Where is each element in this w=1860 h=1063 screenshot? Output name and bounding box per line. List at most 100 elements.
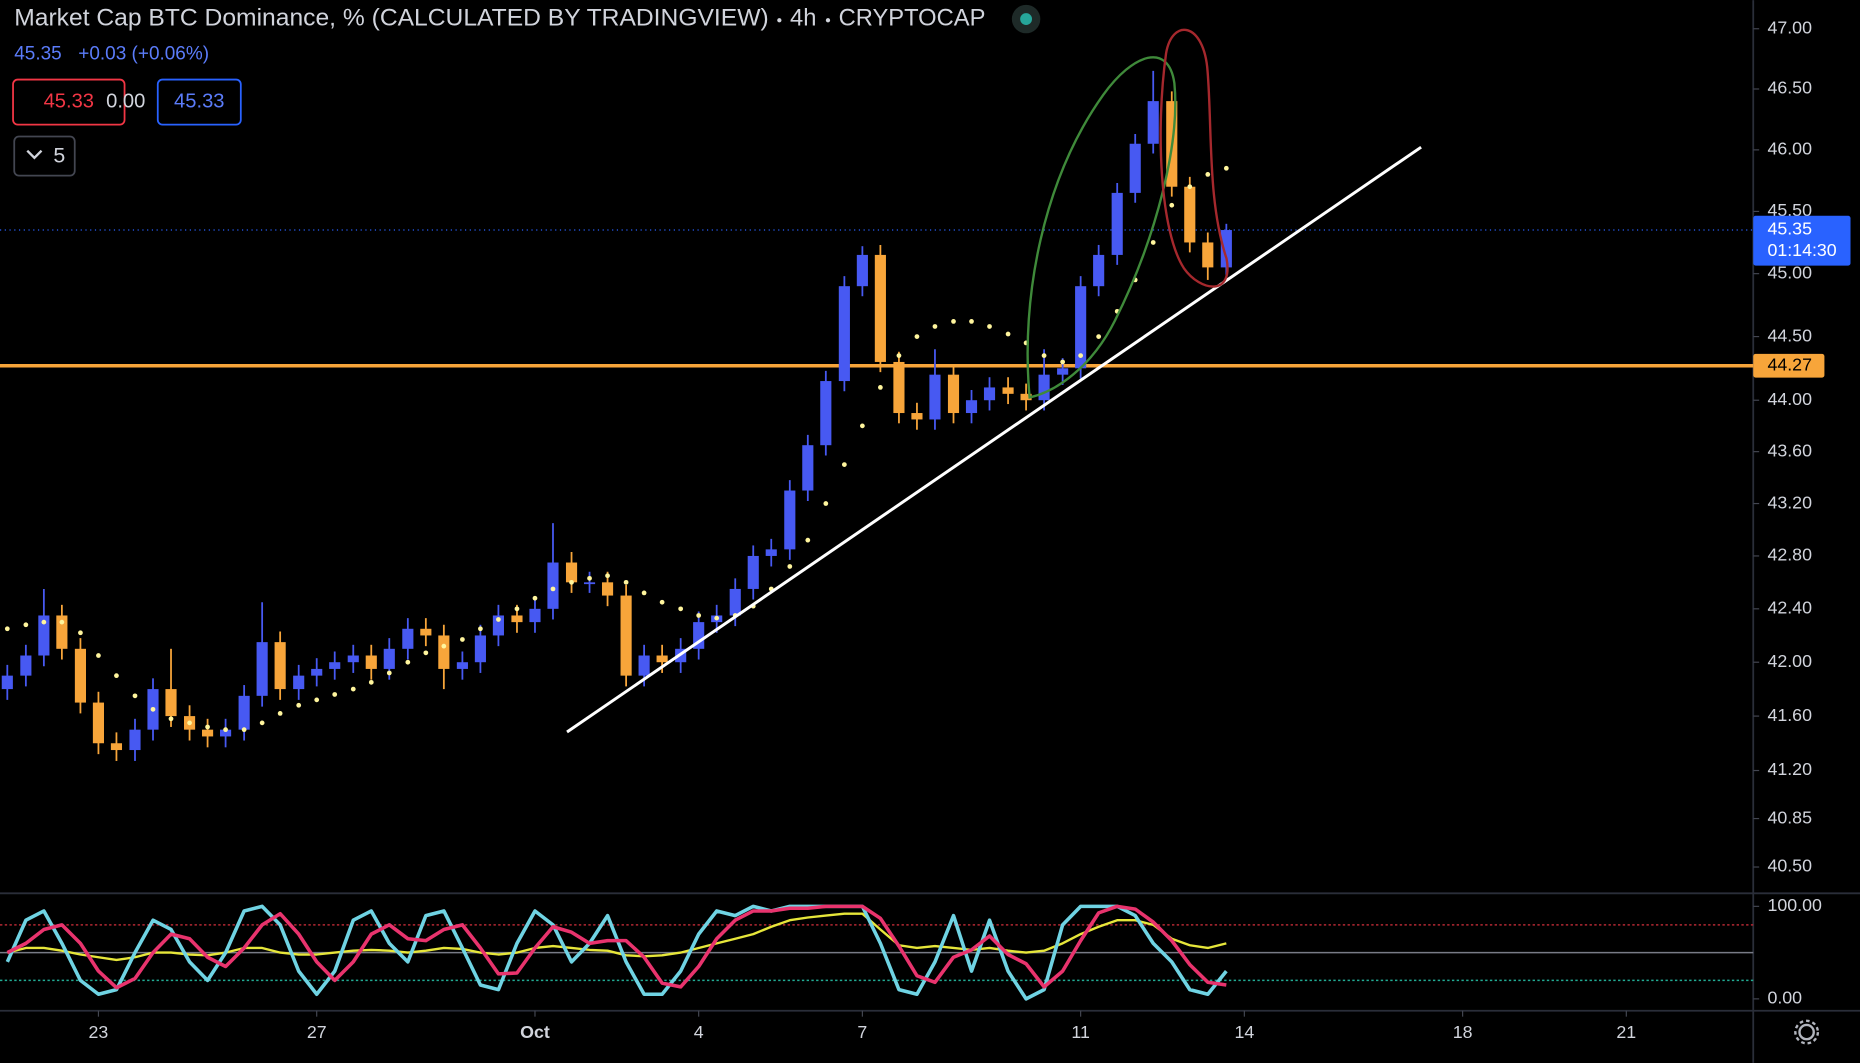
candle-body bbox=[1147, 101, 1159, 144]
overlay-dot bbox=[1205, 172, 1211, 177]
candle-body bbox=[165, 689, 177, 717]
candle-body bbox=[238, 695, 250, 730]
overlay-dot bbox=[496, 617, 501, 622]
x-tick-label: 4 bbox=[694, 1022, 704, 1042]
candle-body bbox=[656, 655, 668, 663]
header: Market Cap BTC Dominance, % (CALCULATED … bbox=[12, 4, 1041, 177]
y-tick-label: 43.20 bbox=[1767, 492, 1812, 512]
overlay-dot bbox=[1096, 334, 1102, 339]
candle-body bbox=[383, 648, 395, 669]
candle-body bbox=[438, 635, 450, 669]
overlay-dot bbox=[569, 579, 574, 585]
last-price-box bbox=[1753, 215, 1851, 266]
input-box[interactable] bbox=[156, 78, 242, 126]
source: CRYPTOCAP bbox=[839, 5, 986, 31]
candle-body bbox=[911, 413, 923, 420]
overlay-dot bbox=[696, 613, 702, 618]
overlay-dot bbox=[587, 575, 592, 581]
candle-body bbox=[729, 588, 741, 616]
overlay-dot bbox=[241, 727, 247, 733]
separator-dot bbox=[825, 18, 831, 23]
overlay-dot bbox=[1223, 165, 1229, 171]
candle-body bbox=[893, 361, 905, 414]
candle-body bbox=[784, 490, 796, 550]
overlay-dot bbox=[386, 670, 392, 676]
collapsed-count: 5 bbox=[53, 143, 65, 167]
candle-body bbox=[38, 615, 50, 656]
settings-icon[interactable] bbox=[1794, 1019, 1820, 1045]
overlay-dot bbox=[605, 573, 610, 579]
candle-body bbox=[1, 675, 13, 690]
candle-body bbox=[601, 582, 614, 596]
candle-body bbox=[474, 635, 486, 663]
trend-line-drawing bbox=[566, 145, 1422, 734]
candle-body bbox=[420, 628, 432, 636]
overlay-dot bbox=[350, 686, 356, 692]
candle-body bbox=[820, 381, 832, 446]
hline-label: 44.27 bbox=[1767, 354, 1812, 374]
overlay-dot bbox=[532, 595, 538, 601]
overlay-dot bbox=[23, 622, 29, 628]
candle-body bbox=[1202, 242, 1214, 268]
overlay-dot bbox=[423, 650, 429, 656]
candle-body bbox=[929, 374, 941, 420]
overlay-dot bbox=[1041, 353, 1047, 358]
stoch-line bbox=[6, 904, 1227, 990]
candle-body bbox=[547, 562, 559, 609]
overlay-dot bbox=[550, 586, 556, 592]
overlay-dot bbox=[259, 720, 265, 726]
y-tick-label: 41.60 bbox=[1767, 705, 1812, 725]
y-tick-label: 42.80 bbox=[1767, 545, 1812, 565]
candle-body bbox=[329, 662, 341, 669]
overlay-dot bbox=[41, 619, 47, 625]
candle-body bbox=[202, 729, 214, 737]
candle-body bbox=[402, 628, 414, 649]
candle-body bbox=[129, 729, 141, 751]
x-tick-label: 23 bbox=[89, 1022, 109, 1042]
candle-body bbox=[456, 662, 468, 669]
candle-body bbox=[1220, 230, 1232, 268]
overlay-dot bbox=[478, 626, 483, 632]
chevron-icon bbox=[26, 149, 43, 160]
overlay-dot bbox=[205, 724, 210, 730]
gear-icon bbox=[1798, 1023, 1815, 1041]
input-box[interactable] bbox=[12, 78, 126, 126]
candle-body bbox=[365, 655, 377, 669]
candle-body bbox=[1184, 186, 1196, 243]
candle-body bbox=[92, 702, 105, 744]
overlay-dot bbox=[641, 590, 647, 596]
hline-box bbox=[1753, 353, 1825, 378]
overlay-dot bbox=[332, 692, 338, 697]
candle-body bbox=[765, 549, 777, 556]
candle-body bbox=[583, 582, 596, 585]
countdown-label: 01:14:30 bbox=[1767, 240, 1836, 260]
overlay-dot bbox=[659, 599, 665, 605]
overlay-dot bbox=[460, 637, 465, 642]
overlay-dot bbox=[987, 324, 992, 329]
overlay-dot bbox=[623, 579, 629, 585]
candle-body bbox=[947, 374, 960, 414]
overlay-dot bbox=[132, 693, 138, 699]
candle-body bbox=[747, 555, 759, 589]
gear-teeth bbox=[1794, 1019, 1820, 1045]
stoch-line bbox=[5, 904, 1228, 1001]
overlay-dot bbox=[932, 324, 938, 329]
candle-body bbox=[1111, 192, 1123, 255]
separator-dot bbox=[777, 18, 782, 23]
y-tick-label: 43.60 bbox=[1767, 440, 1812, 460]
y-tick-label: 42.00 bbox=[1767, 651, 1812, 671]
status-dot bbox=[1020, 13, 1033, 25]
y-tick-label: 40.50 bbox=[1767, 856, 1812, 876]
overlay-dot bbox=[114, 673, 119, 679]
overlay-dot bbox=[441, 643, 447, 649]
overlay-dot bbox=[896, 353, 902, 358]
candle-body bbox=[1129, 143, 1141, 193]
overlay-dot bbox=[914, 334, 920, 339]
overlay-dot bbox=[1005, 331, 1011, 337]
overlay-dot bbox=[1078, 353, 1084, 358]
overlay-dot bbox=[4, 626, 10, 632]
collapse-button[interactable] bbox=[13, 135, 76, 177]
overlay-dot bbox=[787, 564, 793, 569]
